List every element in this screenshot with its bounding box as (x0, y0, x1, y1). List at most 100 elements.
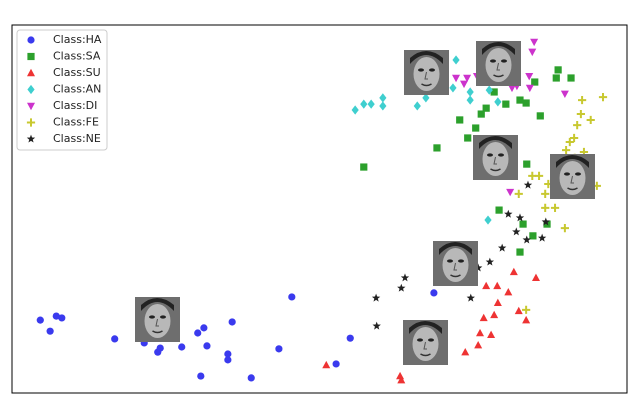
point (541, 203, 550, 212)
point (466, 293, 475, 302)
point (485, 85, 493, 95)
point (506, 188, 515, 197)
point (111, 335, 119, 343)
legend-label: Class:SU (53, 66, 101, 79)
point (522, 235, 531, 244)
point (536, 112, 544, 120)
point (449, 83, 457, 93)
point (484, 215, 492, 225)
point (247, 374, 255, 382)
point (351, 105, 359, 115)
point (224, 350, 232, 358)
legend-marker (26, 134, 36, 143)
point (565, 137, 574, 147)
point (156, 344, 164, 352)
point (228, 318, 236, 326)
point (509, 267, 518, 276)
point (460, 80, 469, 89)
point (456, 116, 464, 124)
face-image (135, 297, 180, 342)
point (58, 314, 66, 322)
point (487, 330, 496, 339)
point (531, 78, 539, 86)
point (490, 88, 498, 96)
face-image (403, 320, 448, 365)
point (525, 72, 534, 81)
point (472, 124, 480, 132)
legend-label: Class:FE (53, 116, 99, 129)
point (528, 48, 537, 57)
point (482, 104, 490, 112)
point (522, 315, 531, 324)
legend-box (16, 29, 108, 151)
point (514, 189, 523, 199)
point (367, 99, 375, 109)
point (379, 101, 387, 111)
point (560, 224, 569, 233)
point (534, 171, 544, 180)
legend-marker (27, 52, 35, 61)
point (523, 180, 533, 189)
point (430, 289, 438, 297)
face-image (550, 154, 595, 199)
legend-marker (27, 68, 35, 77)
point (482, 281, 491, 290)
point (516, 96, 524, 104)
legend-marker (26, 118, 36, 127)
point (522, 99, 530, 107)
point (567, 74, 575, 82)
face-image (476, 41, 521, 86)
point (397, 283, 406, 292)
point (463, 74, 472, 83)
point (473, 263, 483, 272)
point (523, 160, 531, 168)
point (562, 146, 571, 155)
point (530, 38, 539, 47)
point (400, 273, 410, 282)
face-image (404, 50, 449, 95)
point (477, 110, 485, 118)
point (516, 248, 524, 256)
point (586, 115, 595, 125)
point (332, 360, 340, 368)
point (515, 213, 525, 222)
point (452, 74, 461, 83)
point (464, 134, 472, 142)
point (275, 345, 283, 353)
point (493, 281, 502, 290)
point (346, 334, 354, 342)
face-image (473, 135, 518, 180)
point (541, 189, 550, 199)
point (598, 93, 608, 102)
point (203, 342, 211, 350)
legend-label: Class:AN (53, 83, 101, 96)
point (360, 99, 368, 109)
point (194, 329, 202, 337)
point (466, 95, 474, 105)
legend-marker (27, 84, 35, 95)
point (576, 109, 585, 119)
point (422, 93, 430, 103)
legend-label: Class:SA (53, 50, 101, 63)
point (525, 84, 534, 93)
point (504, 209, 513, 218)
point (474, 340, 483, 349)
point (200, 324, 208, 332)
point (461, 347, 470, 356)
point (197, 372, 205, 380)
point (522, 305, 531, 314)
point (512, 227, 521, 236)
face-image (433, 241, 478, 286)
point (560, 90, 569, 99)
point (529, 232, 537, 240)
point (466, 87, 474, 97)
point (46, 327, 54, 335)
point (36, 316, 44, 324)
point (541, 217, 550, 226)
legend: Class:HA Class:SA Class:SU Class:AN Class:DI… (16, 29, 108, 151)
legend-label: Class:NE (53, 132, 101, 145)
point (497, 243, 507, 252)
point (531, 273, 540, 282)
